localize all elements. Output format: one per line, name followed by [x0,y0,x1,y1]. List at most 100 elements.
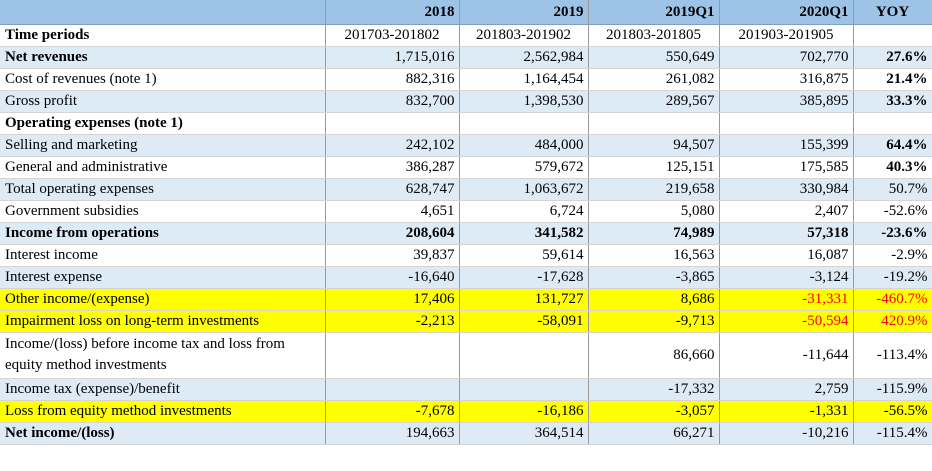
value-2019: 59,614 [459,244,589,267]
value-yoy: 40.3% [853,156,932,179]
value-yoy: -19.2% [853,266,932,289]
value-2018: 208,604 [325,222,460,245]
table-row: Income tax (expense)/benefit -17,332 2,759… [0,378,932,401]
table-row: Total operating expenses 628,747 1,063,672… [0,178,932,201]
value-2019: 2,562,984 [459,46,589,69]
value-2020q1: 201903-201905 [719,24,854,47]
row-label: Loss from equity method investments [0,400,326,423]
header-2019q1: 2019Q1 [588,0,720,25]
value-2019q1: 261,082 [588,68,720,91]
value-2018: 201703-201802 [325,24,460,47]
value-2019q1: 201803-201805 [588,24,720,47]
value-2019: 1,164,454 [459,68,589,91]
value-2018: 194,663 [325,422,460,445]
value-2020q1: 175,585 [719,156,854,179]
value-2019q1 [588,112,720,135]
value-yoy: 33.3% [853,90,932,113]
table-row: Time periods 201703-201802 201803-201902 20… [0,24,932,47]
table-row: Income from operations 208,604 341,582 74,9… [0,222,932,245]
row-label: Time periods [0,24,326,47]
table-row: Other income/(expense) 17,406 131,727 8,686… [0,288,932,311]
value-2019q1: -17,332 [588,378,720,401]
value-2019q1: -3,057 [588,400,720,423]
value-yoy: -56.5% [853,400,932,423]
value-2020q1: 57,318 [719,222,854,245]
row-label: Selling and marketing [0,134,326,157]
value-2020q1: 316,875 [719,68,854,91]
value-2020q1: -31,331 [719,288,854,311]
value-2019: 131,727 [459,288,589,311]
table-row: Income/(loss) before income tax and loss… [0,332,932,379]
value-2019q1: 289,567 [588,90,720,113]
value-2019: -16,186 [459,400,589,423]
value-2019: 201803-201902 [459,24,589,47]
table-row: Impairment loss on long-term investments… [0,310,932,333]
header-row: 2018 2019 2019Q1 2020Q1 YOY [0,0,932,25]
value-2018: 4,651 [325,200,460,223]
row-label: Other income/(expense) [0,288,326,311]
row-label: Income tax (expense)/benefit [0,378,326,401]
row-label: General and administrative [0,156,326,179]
value-yoy: -23.6% [853,222,932,245]
table-row: Selling and marketing 242,102 484,000 94,50… [0,134,932,157]
table-row: Gross profit 832,700 1,398,530 289,567 385,8… [0,90,932,113]
row-label: Net income/(loss) [0,422,326,445]
row-label: Interest income [0,244,326,267]
value-2019 [459,332,589,379]
row-label: Net revenues [0,46,326,69]
table-row: General and administrative 386,287 579,672… [0,156,932,179]
value-yoy [853,24,932,47]
value-yoy: -460.7% [853,288,932,311]
value-2018: 1,715,016 [325,46,460,69]
value-2019q1: -9,713 [588,310,720,333]
value-yoy: -2.9% [853,244,932,267]
value-2020q1: 16,087 [719,244,854,267]
value-2018 [325,332,460,379]
value-2020q1: -11,644 [719,332,854,379]
value-2019q1: 219,658 [588,178,720,201]
value-2019: -58,091 [459,310,589,333]
value-2019q1: 66,271 [588,422,720,445]
value-2018: 628,747 [325,178,460,201]
value-2019q1: 74,989 [588,222,720,245]
value-2020q1: -1,331 [719,400,854,423]
value-yoy: 64.4% [853,134,932,157]
income-statement-table: 2018 2019 2019Q1 2020Q1 YOY Time periods… [0,0,932,445]
value-2019q1: 125,151 [588,156,720,179]
value-2018: 386,287 [325,156,460,179]
value-2020q1: 2,407 [719,200,854,223]
value-2019q1: 86,660 [588,332,720,379]
table-row: Net revenues 1,715,016 2,562,984 550,649 702… [0,46,932,69]
row-label: Income/(loss) before income tax and loss… [0,332,326,379]
value-2019: 364,514 [459,422,589,445]
value-2019q1: -3,865 [588,266,720,289]
value-2018: 882,316 [325,68,460,91]
value-2018: 39,837 [325,244,460,267]
row-label: Interest expense [0,266,326,289]
value-2019: 341,582 [459,222,589,245]
value-2020q1: -3,124 [719,266,854,289]
value-2018: -7,678 [325,400,460,423]
value-2019q1: 550,649 [588,46,720,69]
value-yoy: -115.9% [853,378,932,401]
value-2019: 1,398,530 [459,90,589,113]
row-label: Gross profit [0,90,326,113]
value-2020q1: 385,895 [719,90,854,113]
value-2019: 579,672 [459,156,589,179]
value-yoy: 27.6% [853,46,932,69]
value-2019q1: 5,080 [588,200,720,223]
header-label-cell [0,0,326,25]
table-row: Net income/(loss) 194,663 364,514 66,271 -10… [0,422,932,445]
value-2018: 17,406 [325,288,460,311]
value-2019: 6,724 [459,200,589,223]
value-2019 [459,112,589,135]
value-2019 [459,378,589,401]
table-row: Interest income 39,837 59,614 16,563 16,087-… [0,244,932,267]
row-label: Government subsidies [0,200,326,223]
value-yoy [853,112,932,135]
value-2020q1: -10,216 [719,422,854,445]
table-row: Interest expense -16,640 -17,628 -3,865 -3,1… [0,266,932,289]
value-yoy: 50.7% [853,178,932,201]
value-2018: 832,700 [325,90,460,113]
row-label: Total operating expenses [0,178,326,201]
